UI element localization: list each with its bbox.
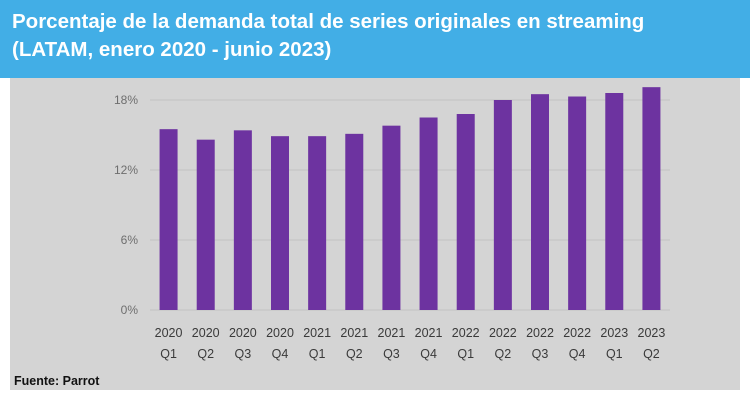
y-axis: 0% 6% 12% 18% bbox=[114, 93, 138, 317]
x-tick-year: 2021 bbox=[378, 326, 406, 340]
x-tick-quarter: Q2 bbox=[495, 347, 512, 361]
x-tick-quarter: Q2 bbox=[346, 347, 363, 361]
x-tick-quarter: Q1 bbox=[606, 347, 623, 361]
x-tick-year: 2022 bbox=[526, 326, 554, 340]
bar bbox=[271, 136, 289, 310]
bar-layer bbox=[159, 87, 661, 311]
bar bbox=[568, 96, 587, 310]
bar bbox=[159, 129, 178, 310]
bar bbox=[382, 125, 401, 311]
source-note: Fuente: Parrot bbox=[14, 374, 100, 388]
x-tick-year: 2023 bbox=[600, 326, 628, 340]
x-tick-year: 2021 bbox=[340, 326, 368, 340]
x-tick-quarter: Q1 bbox=[160, 347, 177, 361]
x-tick-quarter: Q2 bbox=[643, 347, 660, 361]
x-tick-year: 2021 bbox=[415, 326, 443, 340]
x-tick-year: 2023 bbox=[638, 326, 666, 340]
x-tick-quarter: Q1 bbox=[457, 347, 474, 361]
y-tick-label: 12% bbox=[114, 163, 138, 177]
x-tick-year: 2020 bbox=[155, 326, 183, 340]
x-tick-quarter: Q3 bbox=[383, 347, 400, 361]
x-tick-year: 2020 bbox=[192, 326, 220, 340]
x-tick-quarter: Q4 bbox=[272, 347, 289, 361]
x-tick-quarter: Q2 bbox=[197, 347, 214, 361]
x-tick-year: 2020 bbox=[229, 326, 257, 340]
bar bbox=[531, 94, 549, 311]
bar bbox=[233, 130, 252, 310]
x-tick-quarter: Q3 bbox=[532, 347, 549, 361]
bar bbox=[493, 100, 512, 310]
chart-title: Porcentaje de la demanda total de series… bbox=[12, 8, 738, 64]
x-tick-year: 2021 bbox=[303, 326, 331, 340]
x-tick-year: 2022 bbox=[489, 326, 517, 340]
x-tick-quarter: Q4 bbox=[569, 347, 586, 361]
bar bbox=[419, 117, 438, 310]
y-tick-label: 0% bbox=[121, 303, 139, 317]
header-banner: Porcentaje de la demanda total de series… bbox=[0, 0, 750, 78]
x-tick-year: 2020 bbox=[266, 326, 294, 340]
x-axis: 2020 Q1 2020 Q2 2020 Q3 2020 Q4 2021 Q1 2021 Q2 2021… bbox=[155, 326, 666, 361]
bar bbox=[345, 133, 364, 310]
bar bbox=[196, 139, 215, 310]
y-tick-label: 18% bbox=[114, 93, 138, 107]
title-line-2: (LATAM, enero 2020 - junio 2023) bbox=[12, 38, 332, 61]
bar bbox=[605, 93, 624, 310]
x-tick-year: 2022 bbox=[563, 326, 591, 340]
bar bbox=[456, 114, 475, 310]
bar bbox=[308, 136, 327, 310]
x-tick-quarter: Q4 bbox=[420, 347, 437, 361]
x-tick-year: 2022 bbox=[452, 326, 480, 340]
x-tick-quarter: Q3 bbox=[235, 347, 252, 361]
x-tick-quarter: Q1 bbox=[309, 347, 326, 361]
title-line-1: Porcentaje de la demanda total de series… bbox=[12, 10, 645, 33]
bar bbox=[642, 87, 661, 311]
grid-layer bbox=[150, 99, 670, 311]
y-tick-label: 6% bbox=[121, 233, 139, 247]
